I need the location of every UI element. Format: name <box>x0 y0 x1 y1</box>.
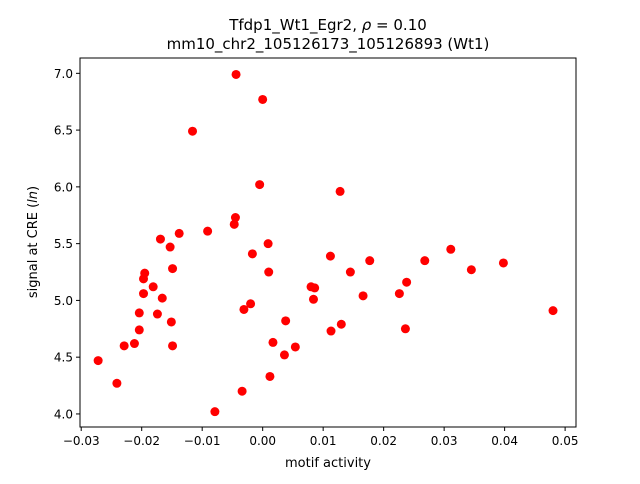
data-point-21 <box>210 407 220 417</box>
x-tick-label: 0.00 <box>249 434 276 448</box>
y-axis-label-italic: ln <box>26 191 41 203</box>
data-point-55 <box>548 306 558 316</box>
data-point-3 <box>119 341 129 351</box>
data-point-26 <box>239 304 249 314</box>
data-point-48 <box>394 289 404 299</box>
rho-symbol: ρ <box>362 16 372 34</box>
x-tick-label: 0.03 <box>431 434 458 448</box>
x-axis-label: motif activity <box>285 456 371 471</box>
y-axis-label-prefix: signal at CRE ( <box>26 203 41 298</box>
data-point-13 <box>157 293 167 303</box>
data-point-24 <box>231 69 241 79</box>
y-tick-label: 5.5 <box>54 237 73 251</box>
y-axis-ticks: 4.0 4.5 5.0 5.5 6.0 6.5 7.0 <box>54 67 80 421</box>
y-tick-label: 6.0 <box>54 180 73 194</box>
data-point-43 <box>335 186 345 196</box>
x-tick-label: 0.04 <box>491 434 518 448</box>
data-point-4 <box>129 339 139 349</box>
data-point-1 <box>93 356 103 366</box>
data-point-47 <box>365 256 375 266</box>
data-point-5 <box>134 308 144 318</box>
data-point-11 <box>152 309 162 319</box>
data-point-32 <box>264 267 274 277</box>
data-point-18 <box>174 228 184 238</box>
data-point-44 <box>336 319 346 329</box>
plot-area <box>93 69 558 417</box>
data-point-31 <box>263 239 273 249</box>
data-point-27 <box>246 299 256 309</box>
data-point-46 <box>358 291 368 301</box>
x-axis-ticks: −0.03 −0.02 −0.01 0.00 0.01 0.02 0.03 0.04 0.05 <box>63 427 579 448</box>
data-point-9 <box>140 268 150 278</box>
y-axis-label: signal at CRE (ln) <box>26 186 41 298</box>
data-point-28 <box>247 249 257 259</box>
data-point-40 <box>310 283 320 293</box>
x-tick-label: 0.01 <box>310 434 337 448</box>
y-tick-label: 5.0 <box>54 294 73 308</box>
data-point-12 <box>155 234 165 244</box>
y-tick-label: 6.5 <box>54 124 73 138</box>
x-tick-label: −0.03 <box>63 434 100 448</box>
data-point-17 <box>168 341 178 351</box>
data-point-23 <box>230 213 240 223</box>
x-tick-label: 0.05 <box>552 434 579 448</box>
y-tick-label: 4.0 <box>54 407 73 421</box>
data-point-2 <box>112 378 122 388</box>
data-point-50 <box>402 277 412 287</box>
x-tick-label: 0.02 <box>370 434 397 448</box>
data-point-30 <box>258 94 268 104</box>
data-point-8 <box>139 289 149 299</box>
rho-value: = 0.10 <box>371 16 427 34</box>
axes-frame <box>79 57 577 428</box>
data-point-29 <box>255 180 265 190</box>
data-point-15 <box>166 317 176 327</box>
data-point-16 <box>168 264 178 274</box>
data-point-25 <box>237 386 247 396</box>
data-point-54 <box>498 258 508 268</box>
data-point-41 <box>325 251 335 261</box>
data-point-53 <box>466 265 476 275</box>
x-tick-label: −0.01 <box>184 434 221 448</box>
data-point-19 <box>188 126 198 136</box>
y-axis-label-suffix: ) <box>26 186 41 191</box>
data-point-37 <box>290 342 300 352</box>
data-point-22 <box>229 219 239 229</box>
data-point-51 <box>420 256 430 266</box>
data-point-10 <box>148 282 158 292</box>
data-point-14 <box>165 242 175 252</box>
data-point-36 <box>281 316 291 326</box>
data-point-52 <box>446 244 456 254</box>
chart-title-line2: mm10_chr2_105126173_105126893 (Wt1) <box>167 35 490 54</box>
data-point-35 <box>279 350 289 360</box>
y-tick-label: 4.5 <box>54 351 73 365</box>
chart-title-line1: Tfdp1_Wt1_Egr2, ρ = 0.10 <box>228 16 427 35</box>
y-tick-label: 7.0 <box>54 67 73 81</box>
x-tick-label: −0.02 <box>123 434 160 448</box>
data-point-33 <box>265 371 275 381</box>
data-point-45 <box>345 267 355 277</box>
data-point-39 <box>308 294 318 304</box>
data-point-42 <box>326 326 336 336</box>
data-point-34 <box>268 337 278 347</box>
data-point-49 <box>400 324 410 334</box>
data-point-6 <box>134 325 144 335</box>
data-point-20 <box>203 226 213 236</box>
chart-title-prefix: Tfdp1_Wt1_Egr2, <box>228 16 362 35</box>
